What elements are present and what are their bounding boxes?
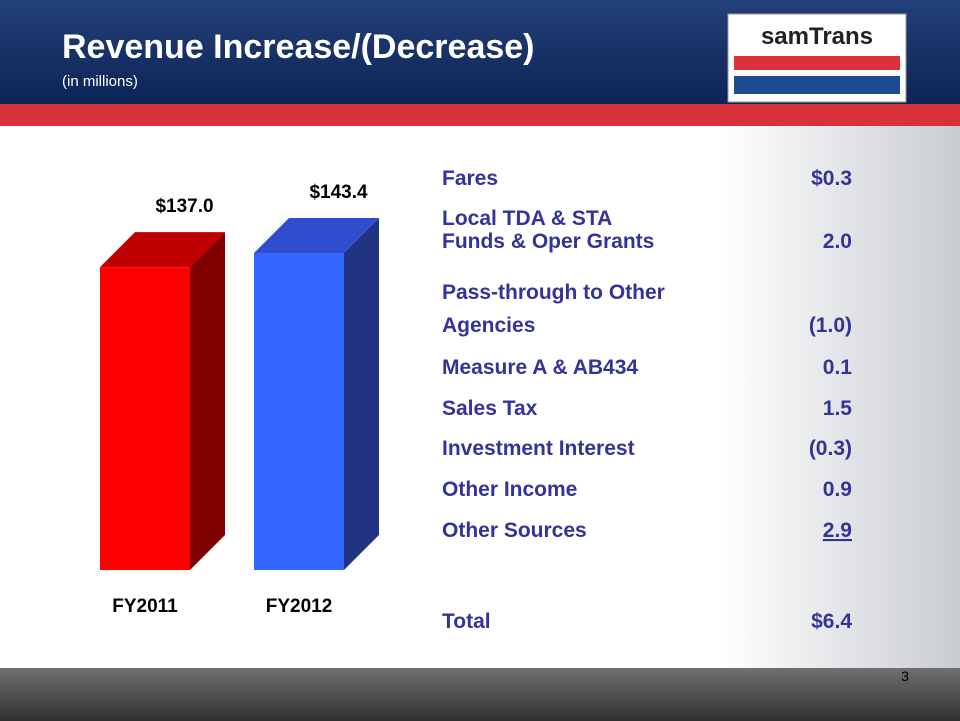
row-label: Funds & Oper Grants (442, 230, 654, 253)
footer-band (0, 668, 960, 721)
bar-top (100, 232, 225, 268)
logo: samTrans (727, 13, 907, 103)
row-value: (1.0) (809, 314, 852, 337)
logo-text: samTrans (761, 23, 873, 50)
row-label: Investment Interest (442, 437, 635, 460)
row-value: 1.5 (823, 397, 853, 420)
row-label: Fares (442, 167, 498, 190)
row-value: 2.0 (823, 230, 852, 253)
row-label: Other Sources (442, 519, 587, 542)
bar-side (190, 232, 225, 571)
row-label: Total (442, 610, 491, 633)
red-stripe (0, 104, 960, 126)
row-label: Other Income (442, 478, 577, 501)
row-value: 0.9 (823, 478, 852, 501)
row-label: Sales Tax (442, 397, 538, 420)
page-number: 3 (901, 668, 909, 684)
bar-side (344, 218, 379, 570)
category-label: FY2011 (112, 596, 178, 617)
row-value: 0.1 (823, 356, 853, 379)
row-label: Measure A & AB434 (442, 356, 638, 379)
value-label: $137.0 (155, 196, 213, 217)
row-label: Agencies (442, 314, 535, 337)
logo-blue (734, 76, 900, 94)
bar (254, 253, 344, 570)
value-label: $143.4 (309, 182, 368, 203)
category-label: FY2012 (266, 596, 333, 617)
bar-top (254, 218, 379, 253)
row-label: Local TDA & STA (442, 207, 612, 230)
subtitle: (in millions) (62, 73, 138, 90)
logo-red (734, 56, 900, 70)
row-value: $6.4 (811, 610, 852, 633)
row-value: 2.9 (823, 519, 852, 542)
title: Revenue Increase/(Decrease) (62, 28, 535, 66)
row-value: $0.3 (811, 167, 852, 190)
row-value: (0.3) (809, 437, 852, 460)
row-label: Pass-through to Other (442, 281, 665, 304)
bar (100, 267, 190, 570)
